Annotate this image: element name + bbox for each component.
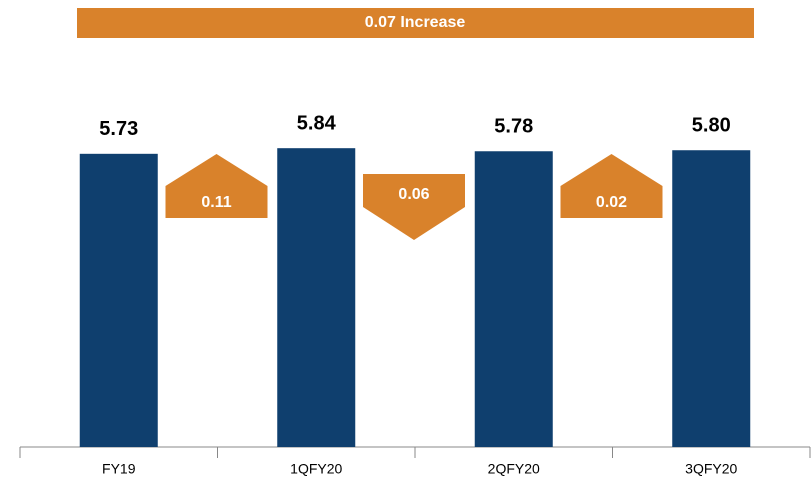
value-label: 5.80 [692,115,731,137]
change-arrow [560,154,663,218]
change-label: 0.02 [596,194,627,211]
x-tick-label: 3QFY20 [685,461,737,477]
bar [277,148,356,448]
change-label: 0.06 [398,186,429,203]
value-label: 5.78 [494,116,533,138]
change-label: 0.11 [201,194,231,211]
x-tick-label: FY19 [102,461,136,477]
change-arrow [165,154,268,218]
banner-text: 0.07 Increase [365,14,466,31]
value-label: 5.73 [99,118,138,140]
value-label: 5.84 [297,112,337,134]
bar [672,150,751,447]
bar [79,153,158,447]
x-tick-label: 1QFY20 [290,461,342,477]
bar [474,151,553,448]
change-arrow [363,174,465,240]
banner [77,8,754,38]
x-tick-label: 2QFY20 [488,461,540,477]
